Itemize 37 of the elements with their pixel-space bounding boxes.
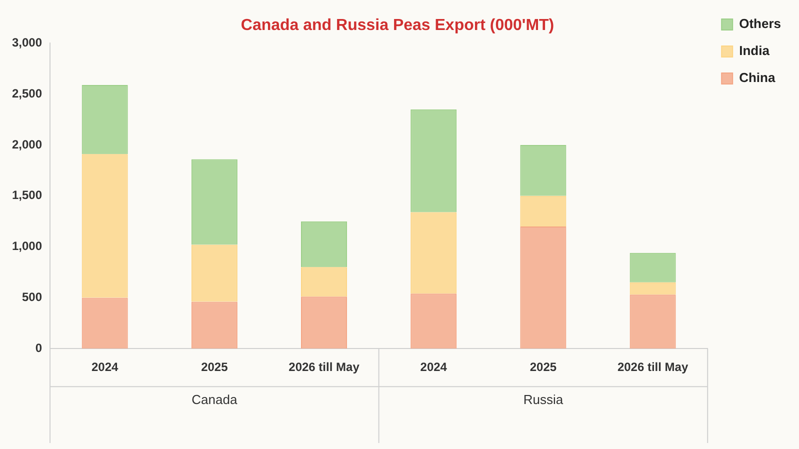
bar: [82, 154, 128, 298]
x-tick-label: 2024: [420, 360, 448, 374]
y-tick-label: 2,000: [12, 137, 42, 152]
bar: [301, 296, 348, 349]
bar: [630, 294, 676, 349]
x-tick-label: 2025: [530, 360, 557, 374]
legend-label: China: [739, 70, 776, 86]
x-tick-label: 2026 till May: [617, 360, 688, 374]
bar: [630, 252, 676, 282]
y-tick-label: 1,000: [12, 239, 42, 254]
bar: [191, 159, 238, 245]
bar: [410, 109, 457, 212]
bar: [520, 196, 566, 226]
x-tick-label: 2026 till May: [288, 360, 360, 374]
bar: [301, 267, 348, 297]
legend-label: India: [739, 43, 770, 58]
y-tick-label: 3,000: [12, 36, 42, 50]
x-tick-label: 2025: [201, 360, 228, 374]
bar: [301, 221, 348, 268]
bar: [410, 294, 457, 349]
bar: [191, 302, 238, 349]
x-tick-label: 2024: [91, 360, 118, 374]
bar: [191, 244, 238, 302]
y-tick-label: 500: [22, 290, 42, 304]
bar: [82, 84, 128, 154]
y-tick-label: 2,500: [12, 86, 42, 100]
bar: [82, 298, 128, 349]
bar: [520, 145, 566, 196]
chart-title: Canada and Russia Peas Export (000'MT): [240, 17, 554, 34]
bar: [520, 226, 566, 349]
text: Russia: [523, 392, 564, 408]
y-tick-label: 1,500: [12, 188, 42, 202]
text: Canada: [192, 392, 238, 408]
legend-label: Others: [739, 16, 782, 32]
bar: [410, 212, 457, 294]
bar: [630, 282, 676, 295]
y-tick-label: 0: [35, 340, 42, 355]
